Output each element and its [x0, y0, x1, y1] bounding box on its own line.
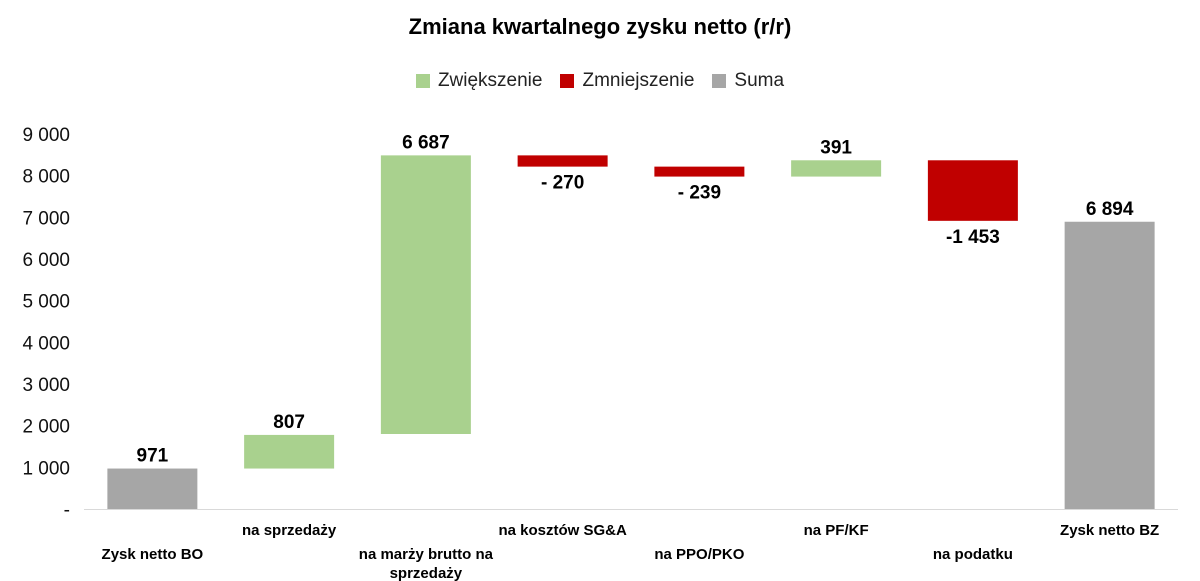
x-category-label: na PPO/PKO	[654, 546, 744, 563]
y-tick-label: 2 000	[22, 417, 70, 438]
legend-swatch-decrease	[560, 74, 575, 88]
x-category-label: na kosztów SG&A	[498, 522, 627, 539]
chart-title: Zmiana kwartalnego zysku netto (r/r)	[408, 14, 792, 39]
y-tick-label: 3 000	[22, 375, 70, 396]
y-tick-label: -	[64, 500, 70, 521]
data-label: - 239	[678, 183, 721, 204]
y-tick-label: 8 000	[22, 167, 70, 188]
legend-label-total: Suma	[734, 70, 785, 91]
x-category-label: Zysk netto BO	[102, 546, 204, 563]
x-axis: Zysk netto BO na sprzedaży na marży brutto…	[84, 509, 1178, 581]
data-label: 6 894	[1086, 199, 1134, 220]
x-category-label: na sprzedaży	[242, 522, 337, 539]
data-label: 971	[137, 446, 169, 467]
x-category-label: na podatku	[933, 546, 1013, 563]
bar-total	[107, 468, 198, 509]
y-tick-label: 4 000	[22, 333, 70, 354]
legend: Zwiększenie Zmniejszenie Suma	[0, 70, 1200, 92]
y-tick-label: 1 000	[22, 458, 70, 479]
legend-swatch-total	[712, 74, 727, 88]
y-axis: - 1 000 2 000 3 000 4 000 5 000 6 000 7 000 8 00…	[22, 125, 70, 521]
legend-swatch-increase	[415, 74, 430, 88]
legend-label-increase: Zwiększenie	[437, 70, 543, 91]
x-category-label: na marży brutto na sprzedaży	[359, 546, 494, 581]
bar-decrease	[517, 155, 608, 167]
data-label: -1 453	[946, 227, 1000, 248]
x-category-label: Zysk netto BZ	[1060, 522, 1159, 539]
y-tick-label: 7 000	[22, 208, 70, 229]
y-tick-label: 6 000	[22, 250, 70, 271]
data-labels: 971 807 6 687 - 270 - 239 391 -1 453 6 894	[137, 132, 1134, 466]
bar-decrease	[654, 166, 745, 177]
bar-decrease	[927, 160, 1018, 221]
x-category-label: na PF/KF	[804, 522, 869, 539]
legend-item-increase: Zwiększenie	[415, 70, 543, 92]
data-label: 6 687	[402, 132, 450, 153]
bars	[107, 155, 1155, 509]
y-tick-label: 5 000	[22, 292, 70, 313]
y-tick-label: 9 000	[22, 125, 70, 146]
bar-increase	[380, 155, 471, 434]
data-label: 391	[820, 137, 852, 158]
data-label: - 270	[541, 173, 584, 194]
bar-increase	[791, 160, 882, 177]
legend-item-total: Suma	[712, 70, 784, 92]
legend-item-decrease: Zmniejszenie	[560, 70, 694, 92]
bar-total	[1064, 221, 1155, 509]
data-label: 807	[273, 412, 305, 433]
legend-label-decrease: Zmniejszenie	[582, 70, 695, 91]
bar-increase	[244, 434, 335, 469]
